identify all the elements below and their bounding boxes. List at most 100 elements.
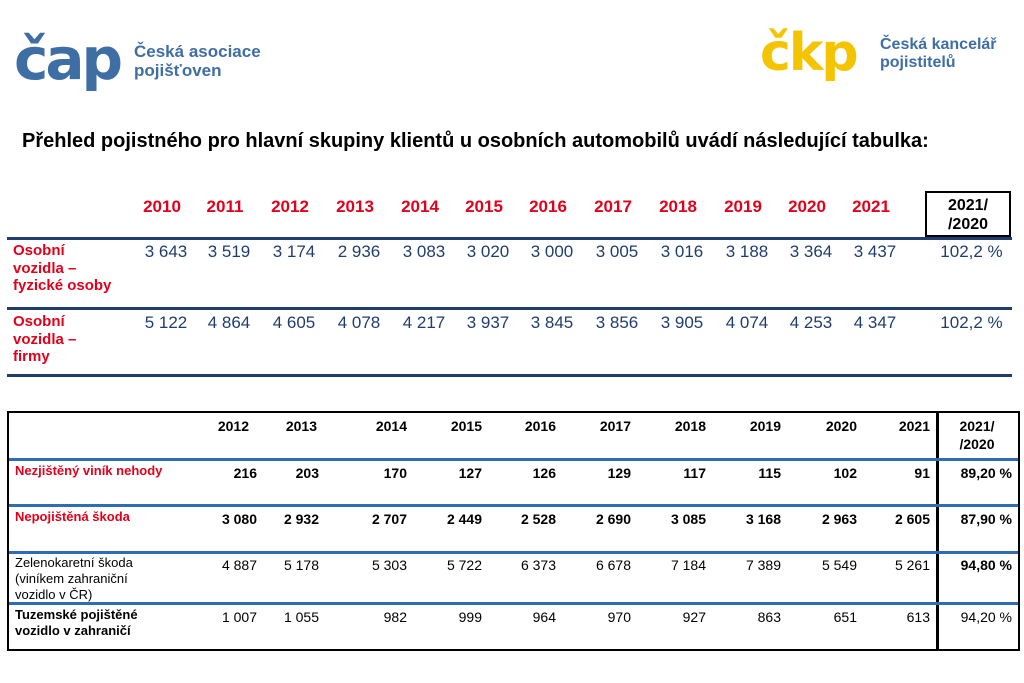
year-header: 2021 bbox=[852, 197, 890, 216]
ratio-header-line1: 2021/ bbox=[947, 197, 989, 214]
table-cell: 216 bbox=[233, 465, 257, 481]
year-header: 2013 bbox=[285, 418, 317, 434]
table-cell: 2 963 bbox=[821, 511, 857, 527]
row-label-line: vozidla – bbox=[13, 259, 77, 277]
row-label: Nepojištěná škoda bbox=[15, 509, 195, 525]
column-divider bbox=[936, 413, 939, 649]
row-label: Tuzemské pojištěné vozidlo v zahraničí bbox=[15, 607, 195, 639]
table-cell: 117 bbox=[683, 465, 706, 481]
table-cell: 129 bbox=[607, 465, 631, 481]
table-cell: 1 055 bbox=[283, 609, 319, 625]
row-label-line: firmy bbox=[13, 348, 50, 365]
cap-wordmark: čap bbox=[14, 25, 123, 93]
table-cell: 115 bbox=[758, 465, 781, 481]
year-header: 2016 bbox=[524, 418, 556, 434]
table-cell: 3 937 bbox=[466, 313, 510, 332]
cap-name: Česká asociace pojišťoven bbox=[134, 42, 261, 80]
table-cell: 3 005 bbox=[595, 242, 639, 261]
table-cell: 5 122 bbox=[144, 313, 188, 332]
table-cell: 3 643 bbox=[144, 242, 188, 261]
table-rule bbox=[7, 307, 1012, 310]
year-header: 2014 bbox=[375, 418, 407, 434]
cap-logo: čap Česká asociace pojišťoven bbox=[14, 28, 284, 90]
row-label-line: Nezjištěný viník nehody bbox=[15, 463, 163, 478]
table-cell: 4 253 bbox=[789, 313, 833, 332]
table-cell: 5 303 bbox=[371, 557, 407, 573]
table-cell: 1 007 bbox=[221, 609, 257, 625]
table-cell: 4 347 bbox=[853, 313, 897, 332]
ckp-wordmark: čkp bbox=[760, 23, 859, 83]
year-header: 2015 bbox=[465, 197, 503, 216]
table-cell: 3 519 bbox=[207, 242, 251, 261]
table-cell: 4 605 bbox=[272, 313, 316, 332]
table-cell: 3 174 bbox=[272, 242, 316, 261]
row-label-line: Zelenokaretní škoda bbox=[15, 555, 133, 570]
table-cell: 6 373 bbox=[520, 557, 556, 573]
claims-table-ratio-header: 2021/ /2020 bbox=[942, 417, 1012, 453]
year-header: 2017 bbox=[594, 197, 632, 216]
year-header: 2015 bbox=[450, 418, 482, 434]
ratio-header-line1: 2021/ bbox=[959, 418, 995, 434]
table-cell: 964 bbox=[532, 609, 556, 625]
table-cell: 7 184 bbox=[670, 557, 706, 573]
table-cell: 5 549 bbox=[821, 557, 857, 573]
table-cell: 3 016 bbox=[660, 242, 704, 261]
claims-table: 2021/ /2020 2012 2013 2014 2015 2016 2017 2018… bbox=[7, 411, 1020, 651]
ratio-cell: 102,2 % bbox=[940, 242, 1003, 261]
table-cell: 5 261 bbox=[894, 557, 930, 573]
table-cell: 3 437 bbox=[853, 242, 897, 261]
table-cell: 2 707 bbox=[371, 511, 407, 527]
table-cell: 4 217 bbox=[402, 313, 446, 332]
table-rule bbox=[9, 551, 1018, 554]
table-cell: 3 364 bbox=[789, 242, 833, 261]
table-cell: 2 936 bbox=[337, 242, 381, 261]
table-cell: 102 bbox=[833, 465, 857, 481]
ratio-cell: 94,20 % bbox=[960, 609, 1012, 625]
table-rule bbox=[9, 504, 1018, 507]
table-cell: 203 bbox=[295, 465, 319, 481]
row-label: Osobní vozidla – fyzické osoby bbox=[13, 242, 143, 295]
row-label: Nezjištěný viník nehody bbox=[15, 463, 195, 479]
table-cell: 4 078 bbox=[337, 313, 381, 332]
table-cell: 4 864 bbox=[207, 313, 251, 332]
table-rule bbox=[9, 458, 1018, 461]
ckp-name-line1: Česká kancelář bbox=[880, 36, 997, 53]
table-rule bbox=[7, 374, 1012, 377]
cap-name-line1: Česká asociace bbox=[134, 42, 261, 61]
premium-table-ratio-header: 2021/ /2020 bbox=[925, 191, 1011, 237]
table-cell: 6 678 bbox=[595, 557, 631, 573]
table-cell: 3 085 bbox=[670, 511, 706, 527]
table-cell: 5 178 bbox=[283, 557, 319, 573]
table-cell: 4 887 bbox=[221, 557, 257, 573]
table-rule bbox=[7, 237, 1012, 240]
ratio-header-line2: /2020 bbox=[947, 216, 989, 233]
table-cell: 3 000 bbox=[530, 242, 574, 261]
table-cell: 3 856 bbox=[595, 313, 639, 332]
table-cell: 170 bbox=[383, 465, 407, 481]
table-cell: 2 449 bbox=[446, 511, 482, 527]
table-cell: 5 722 bbox=[446, 557, 482, 573]
row-label-line: vozidlo v ČR) bbox=[15, 587, 93, 602]
table-cell: 3 845 bbox=[530, 313, 574, 332]
table-cell: 2 528 bbox=[520, 511, 556, 527]
year-header: 2020 bbox=[825, 418, 857, 434]
table-cell: 3 020 bbox=[466, 242, 510, 261]
table-cell: 2 605 bbox=[894, 511, 930, 527]
year-header: 2018 bbox=[659, 197, 697, 216]
table-cell: 4 074 bbox=[725, 313, 769, 332]
ratio-cell: 102,2 % bbox=[940, 313, 1003, 332]
row-label-line: Tuzemské pojištěné bbox=[15, 607, 138, 622]
ratio-cell: 87,90 % bbox=[960, 511, 1012, 527]
row-label-line: vozidla – bbox=[13, 330, 77, 348]
ratio-cell: 94,80 % bbox=[960, 557, 1012, 573]
ckp-name: Česká kancelář pojistitelů bbox=[880, 36, 997, 72]
page-heading: Přehled pojistného pro hlavní skupiny kl… bbox=[22, 130, 929, 152]
year-header: 2019 bbox=[724, 197, 762, 216]
table-cell: 3 188 bbox=[725, 242, 769, 261]
table-cell: 127 bbox=[458, 465, 482, 481]
table-cell: 2 690 bbox=[595, 511, 631, 527]
table-cell: 3 168 bbox=[745, 511, 781, 527]
year-header: 2019 bbox=[749, 418, 781, 434]
ckp-logo: čkp Česká kancelář pojistitelů bbox=[760, 22, 1020, 84]
